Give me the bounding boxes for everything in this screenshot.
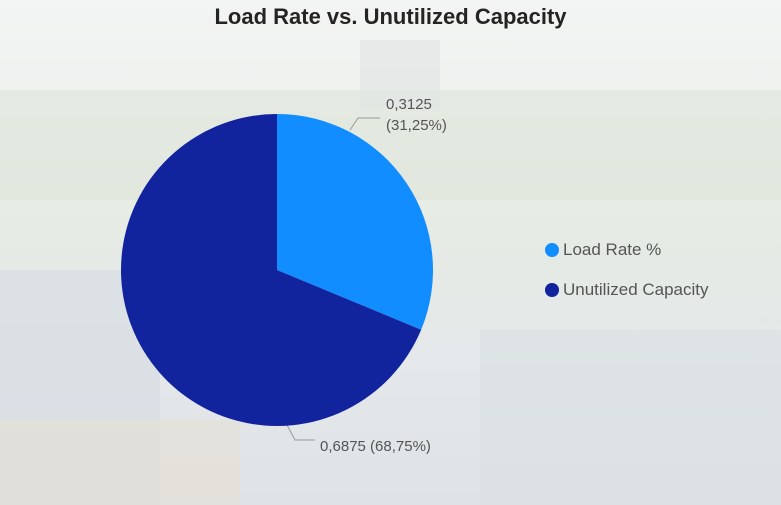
data-label: 0,3125 (31,25%) <box>386 96 447 134</box>
chart-title: Load Rate vs. Unutilized Capacity <box>214 4 567 29</box>
legend-label: Load Rate % <box>563 240 662 259</box>
legend-item: Load Rate % <box>545 240 661 260</box>
pie-slice <box>277 114 433 330</box>
leader-line <box>286 424 315 441</box>
data-label: 0,6875 (68,75%) <box>320 438 431 455</box>
legend-item: Unutilized Capacity <box>545 280 709 300</box>
legend-marker <box>545 283 559 297</box>
leader-line <box>349 117 380 131</box>
legend-label: Unutilized Capacity <box>563 280 709 299</box>
pie-slice <box>120 113 422 426</box>
legend-marker <box>545 243 559 257</box>
